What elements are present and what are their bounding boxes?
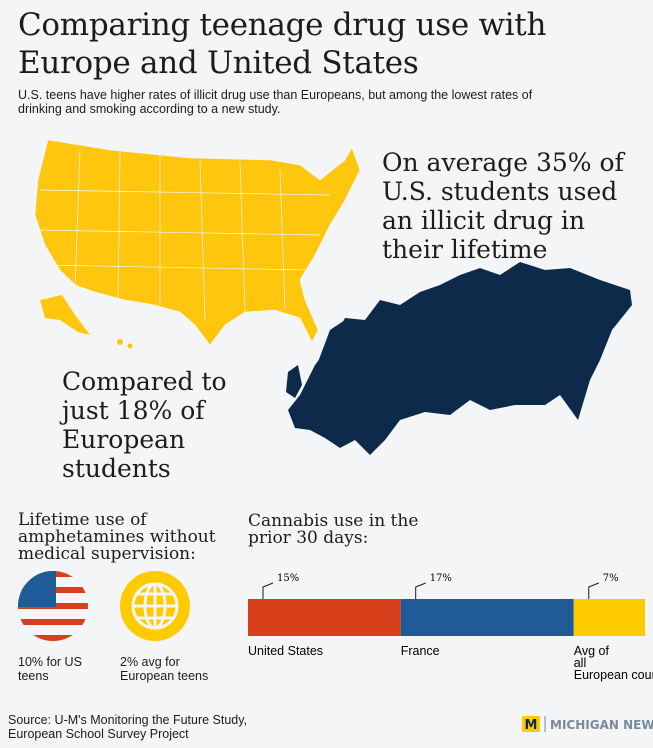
us-callout: On average 35% of U.S. students used an …: [382, 148, 624, 264]
leader-line: [262, 582, 274, 599]
segment-name-line: European countries: [574, 668, 653, 682]
logo-mark: M: [525, 718, 538, 733]
segment-name-line: Avg of: [574, 644, 610, 658]
bar-segment: [573, 599, 645, 636]
amphetamines-label: 10% for US teens: [18, 655, 82, 683]
globe-icon: [120, 571, 190, 641]
us-map: [34, 139, 361, 346]
leader-line: [588, 582, 599, 599]
value-label: 15%: [277, 573, 299, 584]
source: Source: U-M's Monitoring the Future Stud…: [8, 713, 248, 741]
amphetamines-title: Lifetime use of amphetamines without med…: [18, 510, 216, 564]
bar-segment: [248, 599, 401, 636]
subtitle: U.S. teens have higher rates of illicit …: [18, 88, 533, 116]
europe-callout: Compared to just 18% of European student…: [62, 367, 227, 483]
hawaii: [117, 339, 123, 345]
segment-name: France: [401, 644, 440, 658]
title: Comparing teenage drug use with Europe a…: [18, 7, 547, 81]
logo-block: [522, 716, 540, 732]
alaska: [40, 295, 90, 335]
value-label: 17%: [430, 573, 452, 584]
cannabis-bar: 15% United States 17% France 7% Avg of all Euro…: [248, 573, 653, 682]
cannabis-title: Cannabis use in the prior 30 days:: [248, 511, 419, 548]
logo-text: MICHIGAN NEWS: [550, 718, 653, 732]
us-flag-icon: [18, 571, 88, 641]
bar-segment: [400, 599, 574, 636]
scandinavia: [318, 318, 348, 368]
hawaii: [127, 343, 133, 349]
uk: [286, 365, 302, 398]
amphetamines-label: 2% avg for European teens: [120, 655, 209, 683]
leader-line: [415, 582, 426, 599]
segment-name-line: all: [574, 656, 587, 670]
europe-map: [288, 262, 632, 455]
segment-name: United States: [248, 644, 323, 658]
state-lines: [37, 149, 331, 321]
value-label: 7%: [603, 573, 619, 584]
